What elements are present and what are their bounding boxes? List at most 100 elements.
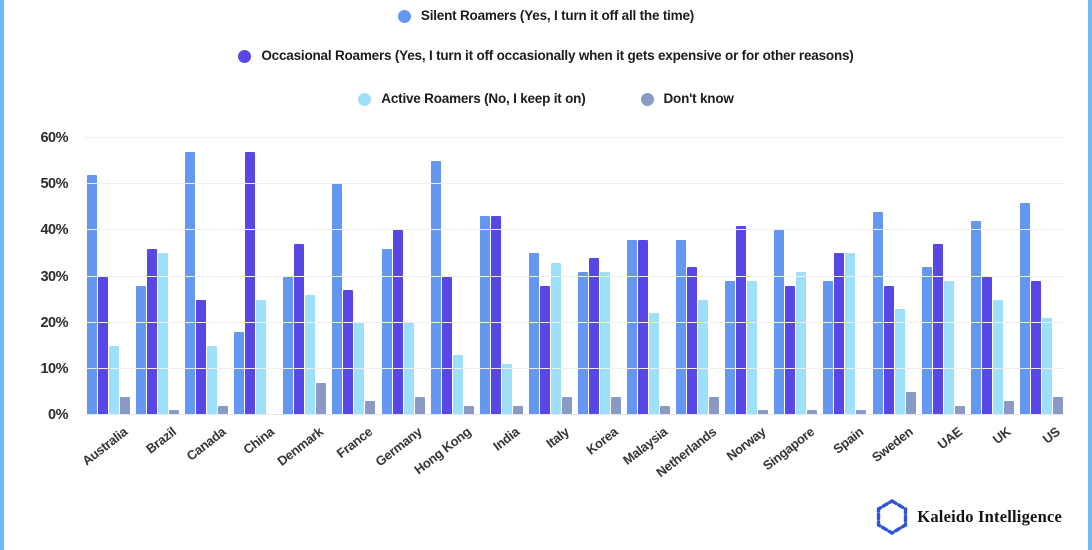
bar-dont-know [169,410,180,415]
brand-logo-text: Kaleido Intelligence [917,507,1062,526]
bar-group: Malaysia [620,138,671,468]
bar-active-roamers [845,253,856,415]
bar-occasional-roamers [245,151,256,415]
bar-active-roamers [894,308,905,415]
bar-group: Netherlands [653,138,720,480]
bar-silent-roamers [234,331,245,415]
bar-group: US [1019,138,1063,447]
x-axis-label: Norway [723,424,768,464]
plot-area: Australia Brazil Canada China Denmark France G… [79,137,1065,480]
bar-occasional-roamers [883,285,894,415]
bar-group: Brazil [136,138,180,457]
y-tick-label: 40% [40,222,68,239]
bar-silent-roamers [381,248,392,415]
bar-group: UK [970,138,1014,447]
y-tick-label: 20% [40,314,68,331]
bar-occasional-roamers [147,248,158,415]
legend-item-dont-know: Don't know [640,92,734,106]
y-tick-label: 60% [40,130,68,146]
bar-silent-roamers [577,271,588,415]
bar-dont-know [660,405,671,415]
bar-groups: Australia Brazil Canada China Denmark France G… [79,138,1063,480]
bar-active-roamers [599,271,610,415]
bar-active-roamers [109,345,119,415]
bar-active-roamers [207,345,218,415]
bar-dont-know [758,410,769,415]
bar-silent-roamers [725,281,736,415]
bar-occasional-roamers [539,285,550,415]
bar-chart: Australia Brazil Canada China Denmark France G… [40,130,1065,480]
bar-silent-roamers [627,239,638,415]
bar-group: Norway [723,138,769,464]
legend-item-silent-roamers: Silent Roamers (Yes, I turn it off all t… [397,8,695,23]
bar-dont-know [1052,396,1063,415]
bar-active-roamers [501,364,512,415]
legend-dot-active-roamers-icon [358,92,372,106]
bar-silent-roamers [528,253,539,415]
x-axis-label: Korea [583,424,621,458]
bar-active-roamers [158,253,169,415]
y-tick-label: 30% [40,268,68,285]
bar-dont-know [1003,401,1014,415]
bar-dont-know [856,410,867,415]
bar-active-roamers [796,271,807,415]
x-axis-label: Italy [543,424,572,451]
x-axis-label: Australia [78,424,130,469]
bar-occasional-roamers [392,230,403,415]
bar-occasional-roamers [981,276,992,415]
bar-occasional-roamers [441,276,452,415]
y-tick-label: 50% [40,176,68,193]
bar-active-roamers [943,281,954,415]
bar-silent-roamers [970,221,981,415]
bar-dont-know [807,410,818,415]
bar-dont-know [709,396,720,415]
bar-group: India [479,138,523,454]
x-axis-label: Canada [183,424,228,464]
bar-occasional-roamers [687,267,698,415]
bar-silent-roamers [87,174,97,415]
bar-active-roamers [649,313,660,415]
x-axis-label: India [490,424,523,454]
bar-group: Hong Kong [411,138,474,477]
bar-occasional-roamers [196,299,207,415]
bar-dont-know [120,396,130,415]
bar-group: Sweden [869,138,916,465]
bar-silent-roamers [283,276,294,415]
bar-occasional-roamers [343,290,354,415]
kaleido-hexagon-icon [877,499,908,535]
bar-group: Korea [577,138,621,458]
legend-label-silent-roamers: Silent Roamers (Yes, I turn it off all t… [420,8,695,23]
gridline [85,183,1065,185]
x-axis-label: Sweden [868,424,916,465]
x-axis-label: UAE [934,424,965,453]
gridline [85,321,1065,323]
bar-occasional-roamers [932,244,943,415]
bar-group: Denmark [275,138,327,469]
x-axis-label: US [1039,424,1063,447]
bar-dont-know [512,405,523,415]
bar-active-roamers [256,299,267,415]
legend-label-occasional-roamers: Occasional Roamers (Yes, I turn it off o… [261,48,854,63]
gridline [85,137,1065,138]
gridline [85,275,1065,277]
bar-active-roamers [1041,318,1052,415]
legend-dot-silent-roamers-icon [397,9,411,23]
bar-active-roamers [550,262,561,415]
y-tick-label: 0% [48,407,68,423]
gridline [85,229,1065,231]
bar-occasional-roamers [638,239,649,415]
gridline [85,414,1065,415]
bar-group: France [332,138,376,461]
bar-silent-roamers [185,151,196,415]
bar-group: China [234,138,277,457]
legend-dot-occasional-roamers-icon [238,49,252,63]
bar-silent-roamers [332,184,343,415]
x-axis-label: Singapore [759,424,818,474]
legend-bottom-row: Active Roamers (No, I keep it on) Don't … [358,92,734,106]
bar-occasional-roamers [1030,281,1041,415]
bar-group: Spain [823,138,867,457]
bar-dont-know [905,391,916,415]
bar-group: UAE [921,138,965,452]
bar-group: Canada [183,138,229,464]
legend-dot-dont-know-icon [640,92,654,106]
